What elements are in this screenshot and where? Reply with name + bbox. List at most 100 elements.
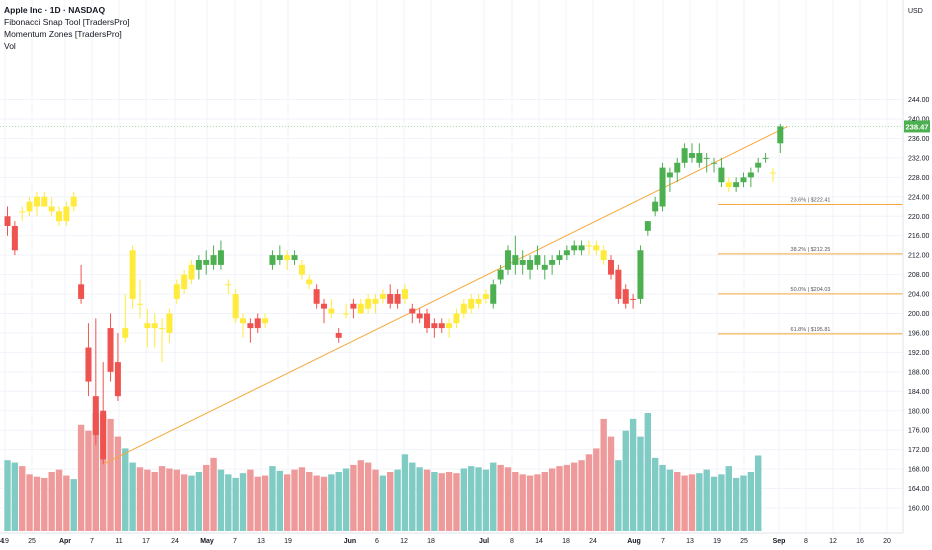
volume-bar [26, 474, 33, 531]
volume-bar [651, 457, 659, 531]
candle-body [460, 303, 467, 314]
candle-body [666, 172, 673, 178]
volume-bar [387, 472, 394, 531]
volume-bar [401, 454, 409, 531]
candle-body [600, 250, 607, 261]
candle-body [173, 284, 180, 299]
candle-body [431, 323, 438, 329]
volume-bar [188, 475, 195, 531]
volume-bar [416, 467, 423, 531]
volume-bar [92, 413, 100, 531]
candle-body [424, 313, 431, 329]
volume-bar [232, 477, 239, 531]
candle-body [159, 328, 166, 330]
time-tick-label: 16 [856, 538, 864, 545]
time-tick-label: 18 [562, 538, 570, 545]
candle-body [48, 206, 55, 212]
price-tick-label: 220.00 [908, 214, 930, 221]
price-tick-label: 160.00 [908, 506, 930, 513]
volume-bar [703, 469, 710, 531]
fib-level-label: 61.8% | $195.81 [791, 327, 831, 333]
volume-bar [19, 466, 26, 531]
volume-bar [688, 474, 696, 531]
volume-bar [210, 457, 217, 531]
candle-body [747, 172, 754, 178]
volume-bar [151, 472, 158, 531]
volume-bar [320, 476, 328, 531]
volume-bar [335, 472, 342, 531]
volume-bar [615, 460, 622, 531]
volume-bar [541, 472, 548, 531]
last-price-tag [904, 120, 930, 133]
candle-body [527, 260, 534, 270]
volume-bar [313, 475, 320, 531]
volume-bar [63, 475, 70, 531]
volume-bar [85, 430, 92, 531]
volume-bar [48, 472, 55, 531]
candle-body [762, 157, 769, 159]
volume-bar [600, 418, 607, 531]
price-tick-label: 224.00 [908, 194, 930, 201]
candle-body [725, 182, 732, 188]
volume-bar [438, 473, 445, 531]
volume-bar [217, 469, 225, 531]
volume-bar [725, 466, 732, 531]
volume-bar [659, 464, 666, 531]
candle-body [519, 260, 526, 265]
volume-bar [239, 473, 247, 531]
indicator-fibonacci[interactable]: Fibonacci Snap Tool [TradersPro] [4, 17, 130, 27]
price-tick-label: 192.00 [908, 350, 930, 357]
volume-bar [644, 413, 652, 531]
volume-bar [681, 475, 688, 531]
volume-bar [637, 436, 644, 531]
price-tick-label: 196.00 [908, 330, 930, 337]
candle-body [563, 250, 570, 256]
price-tick-label: 244.00 [908, 97, 930, 104]
price-tick-label: 184.00 [908, 389, 930, 396]
volume-bar [166, 468, 173, 531]
volume-bar [261, 475, 269, 531]
candle-body [615, 269, 622, 299]
price-tick-label: 216.00 [908, 233, 930, 240]
time-tick-label: 13 [257, 538, 265, 545]
candle-body [394, 294, 401, 304]
candle-body [328, 308, 335, 314]
candle-body [210, 255, 217, 265]
time-tick-label: Jun [344, 538, 356, 545]
candle-body [313, 289, 320, 304]
time-tick-label: 18 [427, 538, 435, 545]
candle-body [387, 294, 394, 304]
symbol-title[interactable]: Apple Inc · 1D · NASDAQ [4, 5, 106, 15]
candle-body [637, 250, 644, 299]
time-tick-label: 19 [1, 538, 9, 545]
volume-bar [41, 477, 48, 531]
volume-bar [607, 436, 615, 531]
candle-body [144, 323, 151, 329]
candle-body [188, 264, 195, 280]
candle-body [203, 260, 210, 265]
candle-body [733, 182, 740, 188]
time-tick-label: Apr [59, 538, 71, 545]
time-tick-label: May [200, 538, 214, 545]
volume-bar [55, 469, 63, 531]
volume-bar [593, 448, 600, 531]
price-tick-label: 188.00 [908, 369, 930, 376]
candle-body [291, 255, 298, 261]
volume-bar [732, 477, 740, 531]
candle-body [254, 318, 261, 329]
time-tick-label: Jul [479, 538, 489, 545]
volume-bar [364, 462, 372, 531]
indicator-momentum[interactable]: Momentum Zones [TradersPro] [4, 29, 122, 39]
candle-body [195, 260, 202, 270]
price-tick-label: 168.00 [908, 467, 930, 474]
time-tick-label: 8 [510, 538, 514, 545]
candle-body [585, 245, 592, 247]
candle-body [652, 201, 659, 212]
candle-body [512, 255, 519, 265]
candle-body [718, 167, 725, 183]
price-tick-label: 212.00 [908, 253, 930, 260]
price-tick-label: 176.00 [908, 428, 930, 435]
indicator-volume[interactable]: Vol [4, 41, 16, 51]
